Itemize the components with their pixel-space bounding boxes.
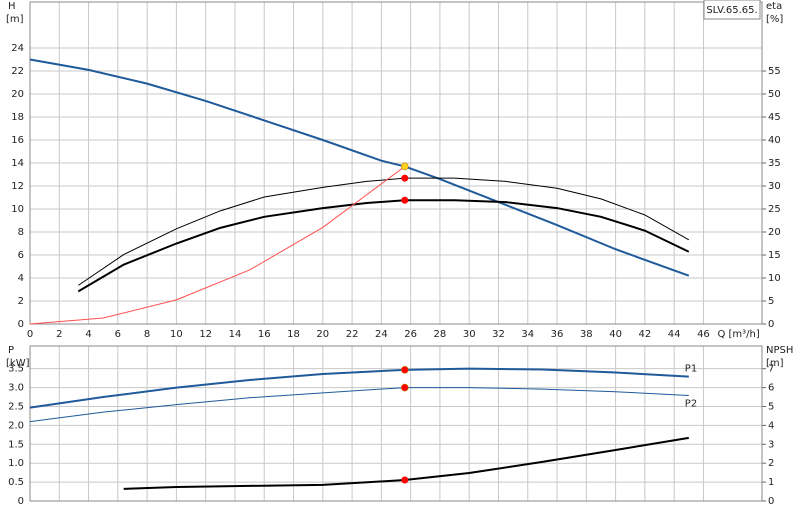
x-tick-label: 8 (144, 329, 150, 340)
y2-tick-label: 1 (768, 477, 774, 488)
y-tick-label: 3.0 (8, 383, 24, 394)
y2-tick-label: 0 (768, 319, 774, 330)
y-axis-unit: [kW] (6, 358, 30, 369)
y2-tick-label: 10 (768, 273, 781, 284)
y2-axis-label: eta (766, 1, 782, 12)
y-tick-label: 18 (11, 112, 24, 123)
duty-point (401, 196, 409, 204)
y2-tick-label: 30 (768, 181, 781, 192)
y-tick-label: 2.5 (8, 401, 24, 412)
y-axis-label: P (8, 345, 14, 356)
curve (77, 199, 690, 293)
y-axis-unit: [m] (6, 14, 24, 25)
series-label: P1 (685, 364, 697, 375)
x-tick-label: 26 (404, 329, 417, 340)
x-tick-label: 30 (463, 329, 476, 340)
y-tick-label: 1.0 (8, 458, 24, 469)
y-tick-label: 0.5 (8, 477, 24, 488)
y2-tick-label: 55 (768, 66, 781, 77)
y2-tick-label: 5 (768, 296, 774, 307)
x-tick-label: 28 (434, 329, 447, 340)
y2-axis-label: NPSH (766, 345, 793, 356)
plot-frame (29, 1, 763, 325)
y-tick-label: 0 (18, 319, 24, 330)
y2-tick-label: 40 (768, 135, 781, 146)
x-axis-label: Q [m³/h] (717, 329, 759, 340)
y-tick-label: 12 (11, 181, 24, 192)
y2-tick-label: 7 (768, 364, 774, 375)
y-tick-label: 22 (11, 66, 24, 77)
y-tick-label: 20 (11, 89, 24, 100)
x-tick-label: 36 (551, 329, 564, 340)
y-tick-label: 2.0 (8, 420, 24, 431)
x-tick-label: 2 (56, 329, 62, 340)
x-tick-label: 38 (580, 329, 593, 340)
y2-tick-label: 15 (768, 250, 781, 261)
x-tick-label: 12 (199, 329, 212, 340)
y-tick-label: 6 (18, 250, 24, 261)
y-tick-label: 4 (18, 273, 24, 284)
y2-tick-label: 25 (768, 204, 781, 215)
y2-axis-unit: [m] (766, 358, 784, 369)
x-tick-label: 40 (609, 329, 622, 340)
y2-tick-label: 4 (768, 420, 774, 431)
x-tick-label: 34 (521, 329, 534, 340)
curve (29, 166, 406, 325)
y2-tick-label: 3 (768, 439, 774, 450)
y2-tick-label: 0 (768, 496, 774, 507)
chart-title: SLV.65.65. (706, 5, 757, 16)
y2-axis-unit: [%] (766, 14, 783, 25)
x-tick-label: 0 (27, 329, 33, 340)
duty-point (400, 162, 409, 171)
curve (29, 58, 690, 277)
curve (29, 367, 689, 409)
y2-tick-label: 5 (768, 401, 774, 412)
x-tick-label: 20 (316, 329, 329, 340)
x-tick-label: 46 (697, 329, 710, 340)
x-tick-label: 16 (258, 329, 271, 340)
y2-tick-label: 45 (768, 112, 781, 123)
x-tick-label: 10 (170, 329, 183, 340)
x-tick-label: 24 (375, 329, 388, 340)
y-tick-label: 24 (11, 43, 24, 54)
x-tick-label: 32 (492, 329, 505, 340)
x-tick-label: 6 (115, 329, 121, 340)
y2-tick-label: 35 (768, 158, 781, 169)
y-tick-label: 8 (18, 227, 24, 238)
title-box (703, 0, 761, 20)
y-tick-label: 10 (11, 204, 24, 215)
duty-point (401, 174, 409, 182)
y2-tick-label: 2 (768, 458, 774, 469)
y2-tick-label: 50 (768, 89, 781, 100)
y-tick-label: 2 (18, 296, 24, 307)
y-tick-label: 1.5 (8, 439, 24, 450)
curve (29, 387, 689, 423)
duty-point (401, 476, 409, 484)
duty-point (400, 366, 409, 374)
series-label: P2 (685, 399, 697, 410)
y2-tick-label: 20 (768, 227, 781, 238)
y-tick-label: 3.5 (8, 364, 24, 375)
y-axis-label: H (8, 1, 16, 12)
y-tick-label: 16 (11, 135, 24, 146)
x-tick-label: 42 (639, 329, 652, 340)
x-tick-label: 14 (229, 329, 242, 340)
duty-point (400, 383, 409, 392)
y2-tick-label: 6 (768, 383, 774, 394)
curve (78, 177, 690, 286)
y-tick-label: 0 (18, 496, 24, 507)
y-tick-label: 14 (11, 158, 24, 169)
x-tick-label: 44 (668, 329, 681, 340)
x-tick-label: 22 (346, 329, 359, 340)
plot-frame (29, 345, 763, 502)
x-tick-label: 18 (287, 329, 300, 340)
x-tick-label: 4 (85, 329, 91, 340)
